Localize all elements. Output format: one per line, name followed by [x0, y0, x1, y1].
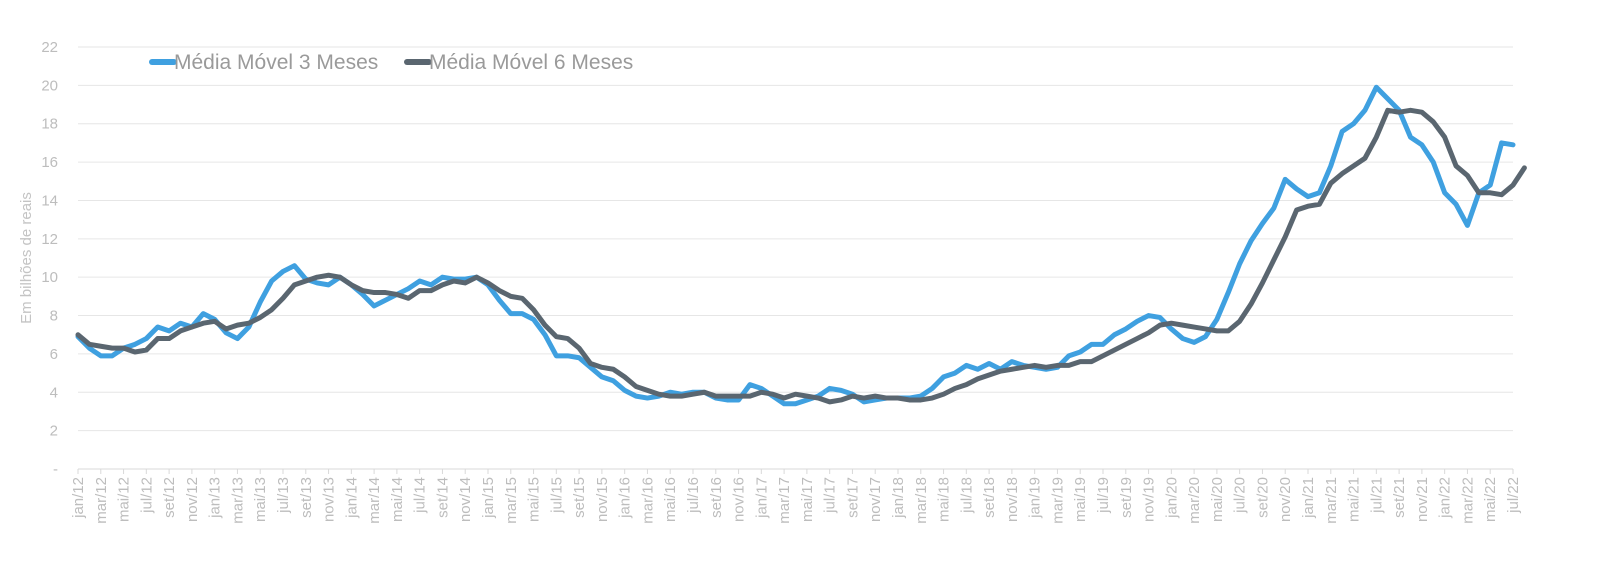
x-tick-label: nov/17 — [867, 477, 884, 522]
x-tick-label: jul/19 — [1095, 477, 1112, 514]
series-line-media-movel-3-meses — [75, 84, 1516, 407]
x-tick-label: set/16 — [708, 477, 725, 518]
x-tick-label: jul/13 — [275, 477, 292, 514]
y-axis-title: Em bilhões de reais — [18, 192, 35, 324]
x-tick-label: mar/18 — [913, 477, 930, 524]
x-tick-label: jul/20 — [1232, 477, 1249, 514]
y-tick-label: 10 — [41, 269, 58, 286]
x-tick-label: mai/21 — [1346, 477, 1363, 522]
y-tick-label: 8 — [50, 308, 58, 325]
x-tick-label: mar/15 — [503, 477, 520, 524]
x-tick-label: jul/21 — [1368, 477, 1385, 514]
x-tick-label: jan/19 — [1027, 477, 1044, 519]
x-tick-label: nov/16 — [731, 477, 748, 522]
x-tick-label: mai/20 — [1209, 477, 1226, 522]
x-tick-label: mar/14 — [366, 477, 383, 524]
x-tick-label: mar/12 — [93, 477, 110, 524]
x-tick-label: nov/12 — [184, 477, 201, 522]
x-tick-label: mar/22 — [1459, 477, 1476, 524]
x-tick-label: mai/12 — [116, 477, 133, 522]
series-line-media-movel-6-meses — [75, 107, 1527, 405]
grid-lines — [77, 46, 1514, 474]
x-tick-label: set/14 — [434, 477, 451, 518]
x-tick-label: jan/22 — [1437, 477, 1454, 519]
x-tick-label: set/12 — [161, 477, 178, 518]
x-tick-label: set/15 — [571, 477, 588, 518]
legend: Média Móvel 3 Meses Média Móvel 6 Meses — [149, 51, 633, 74]
x-tick-label: set/20 — [1254, 477, 1271, 518]
x-tick-label: jul/12 — [138, 477, 155, 514]
x-tick-label: jan/13 — [207, 477, 224, 519]
y-tick-label: 20 — [41, 77, 58, 94]
x-tick-label: mai/18 — [936, 477, 953, 522]
x-tick-label: mai/14 — [389, 477, 406, 522]
x-tick-label: mar/19 — [1049, 477, 1066, 524]
x-tick-label: jul/14 — [412, 477, 429, 514]
x-tick-label: set/18 — [981, 477, 998, 518]
x-tick-label: nov/14 — [457, 477, 474, 522]
x-tick-label: jan/14 — [343, 477, 360, 519]
y-tick-label: 16 — [41, 154, 58, 171]
x-tick-label: mar/20 — [1186, 477, 1203, 524]
x-tick-label: mai/13 — [252, 477, 269, 522]
x-tick-label: mai/17 — [799, 477, 816, 522]
x-tick-label: nov/20 — [1277, 477, 1294, 522]
x-tick-label: mai/19 — [1072, 477, 1089, 522]
x-tick-label: mai/22 — [1482, 477, 1499, 522]
x-tick-label: mar/17 — [776, 477, 793, 524]
x-tick-label: jan/17 — [753, 477, 770, 519]
x-tick-label: mar/16 — [639, 477, 656, 524]
y-tick-label: - — [53, 461, 58, 478]
x-tick-label: nov/21 — [1414, 477, 1431, 522]
x-tick-label: jul/22 — [1505, 477, 1522, 514]
x-tick-label: mar/21 — [1323, 477, 1340, 524]
legend-label-media-movel-3-meses: Média Móvel 3 Meses — [174, 51, 378, 74]
y-tick-label: 12 — [41, 231, 58, 248]
x-tick-label: set/19 — [1118, 477, 1135, 518]
x-tick-label: mai/15 — [526, 477, 543, 522]
y-tick-label: 2 — [50, 423, 58, 440]
x-tick-label: mar/13 — [229, 477, 246, 524]
x-tick-label: jan/15 — [480, 477, 497, 519]
x-tick-label: nov/15 — [594, 477, 611, 522]
x-tick-label: set/21 — [1391, 477, 1408, 518]
x-tick-label: jan/18 — [890, 477, 907, 519]
y-tick-label: 4 — [50, 384, 58, 401]
y-tick-label: 18 — [41, 116, 58, 133]
x-tick-label: jan/16 — [617, 477, 634, 519]
x-tick-label: jul/17 — [822, 477, 839, 514]
legend-label-media-movel-6-meses: Média Móvel 6 Meses — [429, 51, 633, 74]
y-tick-label: 14 — [41, 192, 58, 209]
x-tick-label: nov/18 — [1004, 477, 1021, 522]
x-tick-label: nov/13 — [321, 477, 338, 522]
x-tick-label: nov/19 — [1141, 477, 1158, 522]
x-tick-label: jul/15 — [548, 477, 565, 514]
x-axis-tick-labels: jan/12 mar/12 mai/12 jul/12 set/12 nov/12 jan/… — [70, 477, 1522, 524]
y-tick-label: 6 — [50, 346, 58, 363]
x-tick-label: jul/16 — [685, 477, 702, 514]
x-tick-label: jul/18 — [958, 477, 975, 514]
x-tick-label: jan/12 — [70, 477, 87, 519]
x-tick-label: mai/16 — [662, 477, 679, 522]
series-lines — [75, 84, 1527, 407]
y-tick-label: 22 — [41, 39, 58, 56]
x-tick-label: jan/20 — [1163, 477, 1180, 519]
y-axis-tick-labels: - 2 4 6 8 10 12 14 16 18 20 22 — [41, 39, 58, 478]
x-tick-label: jan/21 — [1300, 477, 1317, 519]
x-tick-label: set/17 — [844, 477, 861, 518]
x-tick-label: set/13 — [298, 477, 315, 518]
